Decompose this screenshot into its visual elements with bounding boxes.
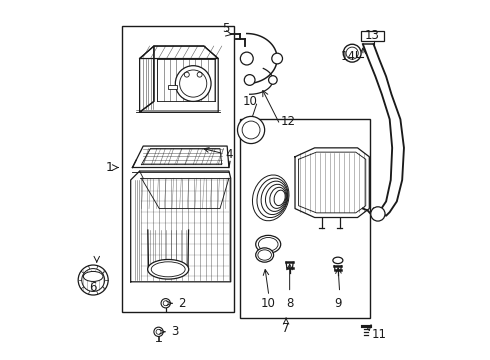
Text: 3: 3 — [159, 325, 178, 338]
Text: 4: 4 — [204, 148, 233, 162]
Circle shape — [272, 53, 283, 64]
Ellipse shape — [256, 235, 281, 253]
Circle shape — [78, 265, 108, 295]
Bar — [122, 26, 234, 312]
Circle shape — [161, 298, 171, 308]
Circle shape — [245, 75, 255, 85]
Text: 2: 2 — [167, 297, 185, 310]
Text: 6: 6 — [90, 281, 97, 294]
Text: 12: 12 — [281, 114, 296, 127]
Text: 8: 8 — [286, 297, 294, 310]
Ellipse shape — [274, 190, 285, 206]
Ellipse shape — [256, 248, 273, 262]
Circle shape — [175, 66, 211, 102]
Text: 5: 5 — [221, 22, 229, 35]
Text: 9: 9 — [334, 297, 342, 310]
Circle shape — [371, 207, 385, 221]
Text: 14: 14 — [341, 50, 356, 63]
Text: 13: 13 — [365, 29, 380, 42]
Circle shape — [269, 76, 277, 84]
Bar — [240, 119, 370, 318]
Ellipse shape — [147, 260, 189, 279]
Circle shape — [241, 52, 253, 65]
Circle shape — [343, 44, 361, 62]
Text: 10: 10 — [261, 297, 276, 310]
Circle shape — [238, 116, 265, 144]
Bar — [168, 85, 177, 89]
Text: 11: 11 — [372, 328, 387, 341]
Circle shape — [82, 269, 104, 292]
Text: 10: 10 — [243, 95, 258, 108]
Circle shape — [154, 327, 163, 337]
Text: 1: 1 — [106, 161, 114, 174]
Ellipse shape — [333, 257, 343, 264]
Text: 7: 7 — [282, 322, 290, 335]
Bar — [361, 31, 384, 41]
Ellipse shape — [83, 271, 103, 282]
